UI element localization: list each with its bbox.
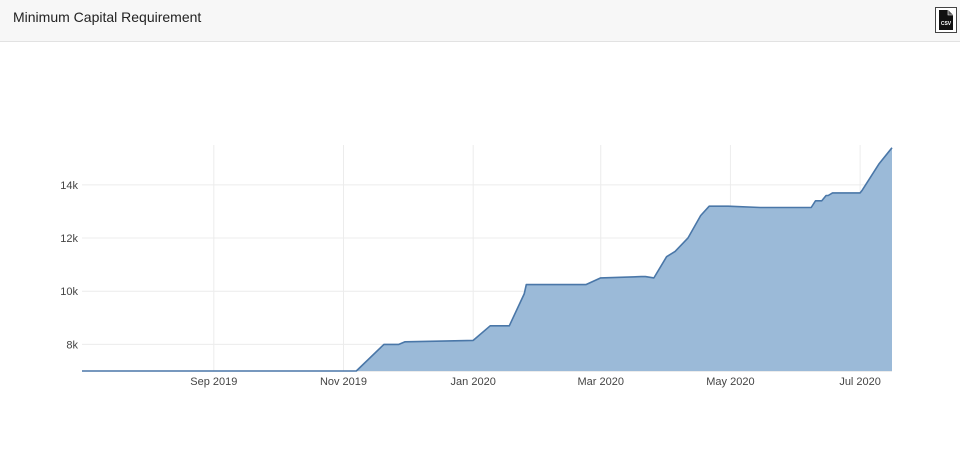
x-tick-label: May 2020 [706, 376, 754, 388]
series-area [82, 147, 893, 372]
csv-icon-label: CSV [941, 21, 952, 27]
axis-labels: Sep 2019 Nov 2019 Jan 2020 Mar 2020 May 2020… [60, 180, 881, 388]
x-tick-label: Nov 2019 [320, 376, 367, 388]
chart-area: Sep 2019 Nov 2019 Jan 2020 Mar 2020 May 2020… [0, 42, 960, 450]
csv-download-icon: CSV [939, 10, 953, 30]
chart-header: Minimum Capital Requirement CSV [0, 0, 960, 42]
chart-title: Minimum Capital Requirement [13, 9, 202, 25]
y-tick-label: 8k [66, 339, 78, 351]
x-tick-label: Jul 2020 [839, 376, 881, 388]
x-tick-label: Mar 2020 [577, 376, 623, 388]
series-fill [82, 147, 892, 371]
y-tick-label: 12k [60, 233, 78, 245]
series-line [82, 147, 893, 372]
y-tick-label: 10k [60, 286, 78, 298]
x-tick-label: Jan 2020 [451, 376, 496, 388]
area-chart: Sep 2019 Nov 2019 Jan 2020 Mar 2020 May 2020… [60, 145, 893, 388]
y-tick-label: 14k [60, 180, 78, 192]
csv-download-button[interactable]: CSV [935, 7, 957, 33]
x-tick-label: Sep 2019 [190, 376, 237, 388]
